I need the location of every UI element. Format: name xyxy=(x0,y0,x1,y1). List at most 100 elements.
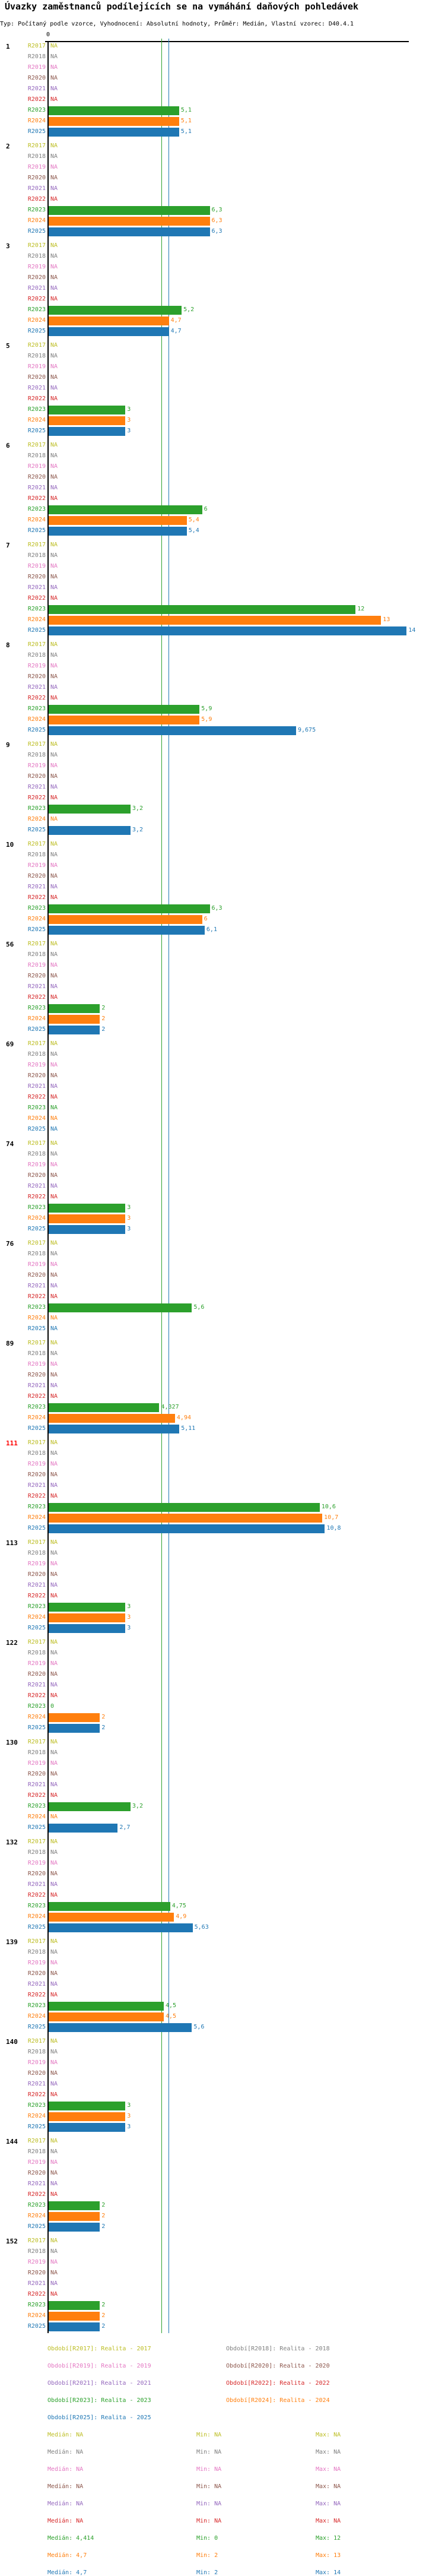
na-label: NA xyxy=(50,185,58,192)
series-label: R2023 xyxy=(27,1005,46,1011)
value-label: 10,8 xyxy=(326,1525,341,1531)
stat-median: Medián: NA xyxy=(47,2466,84,2473)
value-label: 2 xyxy=(101,2323,106,2330)
bar-111-R2024 xyxy=(49,1514,323,1523)
series-label: R2022 xyxy=(27,595,46,602)
value-label: 5,11 xyxy=(181,1425,196,1432)
na-label: NA xyxy=(50,143,58,149)
na-label: NA xyxy=(50,795,58,801)
na-label: NA xyxy=(50,1949,58,1955)
na-label: NA xyxy=(50,951,58,958)
series-label: R2018 xyxy=(27,552,46,559)
series-label: R2021 xyxy=(27,1283,46,1289)
value-label: 5,2 xyxy=(183,306,195,313)
na-label: NA xyxy=(50,463,58,470)
na-label: NA xyxy=(50,1938,58,1945)
na-label: NA xyxy=(50,2081,58,2087)
na-label: NA xyxy=(50,862,58,869)
series-label: R2022 xyxy=(27,2191,46,2198)
series-label: R2019 xyxy=(27,762,46,769)
na-label: NA xyxy=(50,2049,58,2055)
na-label: NA xyxy=(50,873,58,879)
series-label: R2022 xyxy=(27,1792,46,1799)
series-label: R2023 xyxy=(27,2302,46,2308)
bar-140-R2025 xyxy=(49,2123,126,2132)
series-label: R2024 xyxy=(27,2312,46,2319)
na-label: NA xyxy=(50,2238,58,2244)
series-label: R2021 xyxy=(27,2280,46,2287)
na-label: NA xyxy=(50,1083,58,1090)
value-label: 12 xyxy=(357,606,365,612)
group-label: 111 xyxy=(6,1439,18,1447)
value-label: 10,7 xyxy=(324,1514,339,1521)
bar-111-R2025 xyxy=(49,1524,325,1533)
series-label: R2017 xyxy=(27,1938,46,1945)
series-label: R2023 xyxy=(27,606,46,612)
group-label: 69 xyxy=(6,1040,14,1048)
series-label: R2022 xyxy=(27,1493,46,1499)
legend-item: Období[R2022]: Realita - 2022 xyxy=(226,2380,330,2387)
bar-152-R2025 xyxy=(49,2322,100,2331)
na-label: NA xyxy=(50,884,58,890)
series-label: R2018 xyxy=(27,353,46,359)
series-label: R2021 xyxy=(27,285,46,292)
na-label: NA xyxy=(50,1393,58,1400)
na-label: NA xyxy=(50,841,58,847)
series-label: R2025 xyxy=(27,2024,46,2030)
bar-3-R2024 xyxy=(49,317,169,325)
median-line-R2023 xyxy=(161,39,162,2333)
series-label: R2019 xyxy=(27,1561,46,1567)
na-label: NA xyxy=(50,1792,58,1799)
na-label: NA xyxy=(50,762,58,769)
series-label: R2024 xyxy=(27,616,46,623)
value-label: 14 xyxy=(408,627,416,634)
series-label: R2023 xyxy=(27,1603,46,1610)
series-label: R2019 xyxy=(27,1860,46,1866)
bar-5-R2025 xyxy=(49,427,126,436)
value-label: 4,9 xyxy=(176,1913,187,1920)
value-label: 6 xyxy=(204,506,208,512)
series-label: R2021 xyxy=(27,1382,46,1389)
value-label: 2 xyxy=(101,1015,106,1022)
series-label: R2025 xyxy=(27,926,46,933)
group-label: 152 xyxy=(6,2238,18,2245)
value-label: 5,4 xyxy=(188,517,199,523)
series-label: R2020 xyxy=(27,773,46,780)
na-label: NA xyxy=(50,1140,58,1147)
stat-max: Max: NA xyxy=(316,2518,341,2524)
na-label: NA xyxy=(50,395,58,402)
series-label: R2020 xyxy=(27,1871,46,1877)
legend-item: Období[R2018]: Realita - 2018 xyxy=(226,2346,330,2352)
stat-max: Max: NA xyxy=(316,2432,341,2438)
na-label: NA xyxy=(50,1550,58,1556)
na-label: NA xyxy=(50,1771,58,1777)
na-label: NA xyxy=(50,1439,58,1446)
value-label: 4,5 xyxy=(165,2002,176,2009)
value-label: 5,9 xyxy=(201,716,212,723)
series-label: R2025 xyxy=(27,128,46,135)
na-label: NA xyxy=(50,1126,58,1132)
bar-132-R2024 xyxy=(49,1913,174,1922)
series-label: R2023 xyxy=(27,1903,46,1909)
value-label: 2 xyxy=(101,2213,106,2219)
bar-130-R2025 xyxy=(49,1824,118,1833)
series-label: R2023 xyxy=(27,306,46,313)
series-label: R2024 xyxy=(27,1814,46,1820)
series-label: R2023 xyxy=(27,207,46,213)
y-axis-line xyxy=(47,41,49,2333)
series-label: R2017 xyxy=(27,1539,46,1546)
stat-max: Max: 13 xyxy=(316,2552,341,2559)
series-label: R2025 xyxy=(27,1425,46,1432)
series-label: R2017 xyxy=(27,1240,46,1246)
series-label: R2018 xyxy=(27,2049,46,2055)
bar-113-R2023 xyxy=(49,1603,126,1612)
series-label: R2021 xyxy=(27,983,46,990)
na-label: NA xyxy=(50,474,58,480)
bar-113-R2025 xyxy=(49,1624,126,1633)
na-label: NA xyxy=(50,242,58,249)
na-label: NA xyxy=(50,1682,58,1688)
series-label: R2025 xyxy=(27,2223,46,2230)
series-label: R2022 xyxy=(27,894,46,901)
series-label: R2025 xyxy=(27,1824,46,1831)
value-label: 3 xyxy=(127,2124,131,2130)
